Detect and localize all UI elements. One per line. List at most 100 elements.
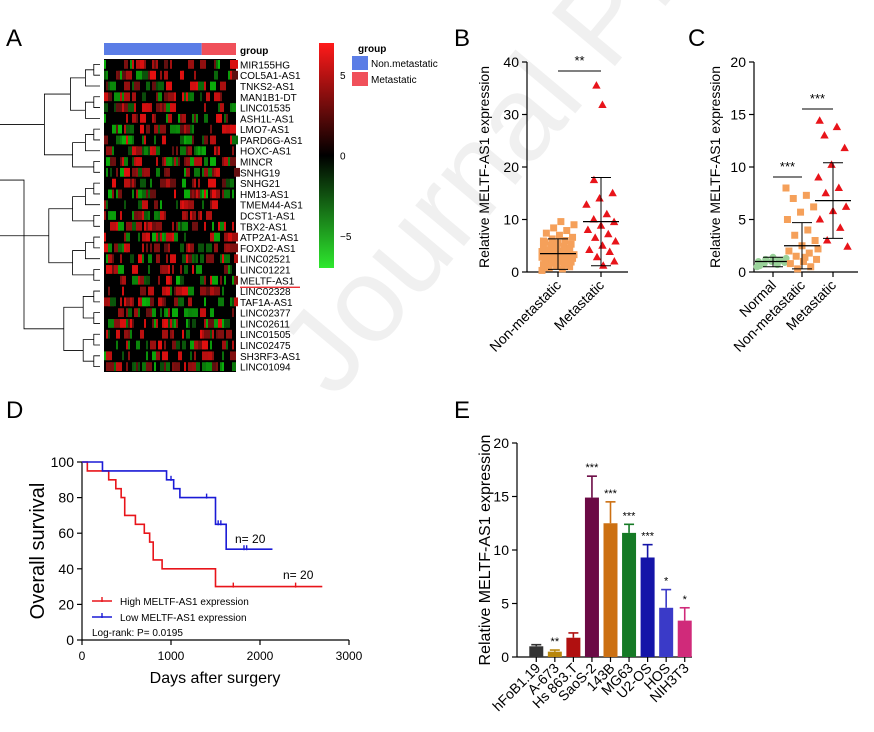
heatmap-cell: [130, 329, 132, 339]
heatmap-cell: [206, 319, 208, 328]
heatmap-cell: [120, 297, 122, 307]
heatmap-cell: [172, 340, 176, 350]
heatmap-cell: [104, 297, 110, 307]
data-point: [799, 258, 807, 265]
heatmap-cell: [136, 221, 142, 231]
heatmap-cell: [182, 329, 184, 339]
panel-e-y-tick-label: 20: [493, 435, 509, 451]
heatmap-cell: [148, 265, 150, 274]
dendrogram-branch: [85, 134, 100, 152]
data-point: [797, 208, 805, 216]
data-point: [814, 173, 823, 181]
data-point: [538, 253, 546, 261]
data-point: [589, 215, 598, 223]
heatmap-cell: [234, 254, 238, 264]
dendrogram-branch: [93, 215, 100, 227]
heatmap-cell: [172, 146, 174, 156]
heatmap-cell: [144, 319, 146, 328]
heatmap-cell: [124, 92, 130, 102]
dendrogram-branch: [82, 339, 94, 362]
heatmap-cell: [124, 329, 130, 339]
heatmap-cell: [126, 221, 132, 231]
heatmap-cell: [232, 275, 234, 285]
data-point: [598, 241, 607, 249]
heatmap-cell: [224, 113, 226, 123]
data-point: [557, 218, 565, 226]
heatmap-cell: [216, 189, 220, 199]
heatmap-cell: [200, 275, 206, 285]
heatmap-cell: [122, 351, 124, 361]
heatmap-cell: [122, 135, 128, 145]
heatmap-cell: [128, 103, 134, 112]
heatmap-cell: [124, 200, 126, 210]
heatmap-cell: [186, 167, 190, 177]
heatmap-cell: [162, 135, 166, 145]
heatmap-cell: [204, 275, 206, 285]
heatmap-cell: [142, 243, 144, 253]
legend-entry-label: Low MELTF-AS1 expression: [120, 613, 247, 624]
heatmap-cell: [208, 351, 212, 361]
heatmap-cell: [132, 178, 134, 188]
heatmap-cell: [212, 189, 218, 199]
data-point: [539, 243, 547, 251]
data-point: [608, 188, 617, 197]
heatmap-cell: [126, 113, 128, 123]
heatmap-cell: [222, 254, 224, 264]
heatmap-cell: [164, 60, 168, 69]
data-point: [569, 254, 577, 262]
panel-d-y-tick-label: 40: [58, 561, 74, 577]
significance-label: ***: [780, 159, 795, 174]
dendrogram-branch: [93, 161, 100, 173]
heatmap-cell: [162, 265, 168, 274]
heatmap-cell: [164, 70, 168, 80]
heatmap-cell: [150, 243, 152, 253]
heatmap-cell: [180, 135, 184, 145]
bar: [677, 620, 692, 657]
data-point: [558, 247, 566, 255]
heatmap-cell: [166, 275, 170, 285]
heatmap-cell: [122, 92, 124, 102]
heatmap-cell: [186, 157, 192, 166]
heatmap-cell: [144, 135, 146, 145]
heatmap-cell: [162, 351, 168, 361]
series-metastatic: [582, 81, 620, 269]
heatmap-cell: [210, 329, 212, 339]
heatmap-cell: [170, 275, 172, 285]
heatmap-cell: [152, 221, 156, 231]
dendrogram-branch: [48, 208, 73, 264]
heatmap-cell: [118, 265, 124, 274]
heatmap-cell: [164, 167, 166, 177]
heatmap-cell: [122, 286, 124, 296]
heatmap-cell: [132, 275, 138, 285]
panel-e-y-tick-label: 5: [501, 596, 509, 612]
heatmap-cell: [118, 308, 122, 318]
heatmap-cell: [222, 362, 224, 371]
heatmap-cell: [192, 221, 198, 231]
heatmap-cell: [116, 135, 122, 145]
heatmap-cell: [232, 135, 238, 145]
legend-entry-label: High MELTF-AS1 expression: [120, 597, 249, 608]
heatmap-cell: [216, 146, 218, 156]
data-point: [832, 122, 842, 131]
heatmap-cell: [168, 243, 170, 253]
dendrogram-branch: [93, 182, 100, 195]
heatmap-cell: [220, 221, 226, 231]
heatmap-cell: [136, 60, 140, 69]
heatmap-cell: [210, 275, 212, 285]
heatmap-cell: [222, 124, 226, 134]
data-point: [551, 256, 559, 264]
heatmap-cell: [142, 70, 148, 80]
heatmap-cell: [104, 60, 106, 69]
heatmap-cell: [210, 340, 212, 350]
panel-d-y-tick-label: 0: [66, 632, 74, 648]
heatmap-cell: [204, 189, 206, 199]
heatmap-cell: [164, 92, 170, 102]
heatmap-cell: [164, 340, 166, 350]
heatmap-cell: [156, 351, 160, 361]
heatmap-cell: [152, 351, 156, 361]
heatmap-cell: [142, 189, 148, 199]
heatmap-cell: [128, 351, 130, 361]
heatmap-cell: [164, 243, 170, 253]
heatmap-cell: [224, 265, 230, 274]
